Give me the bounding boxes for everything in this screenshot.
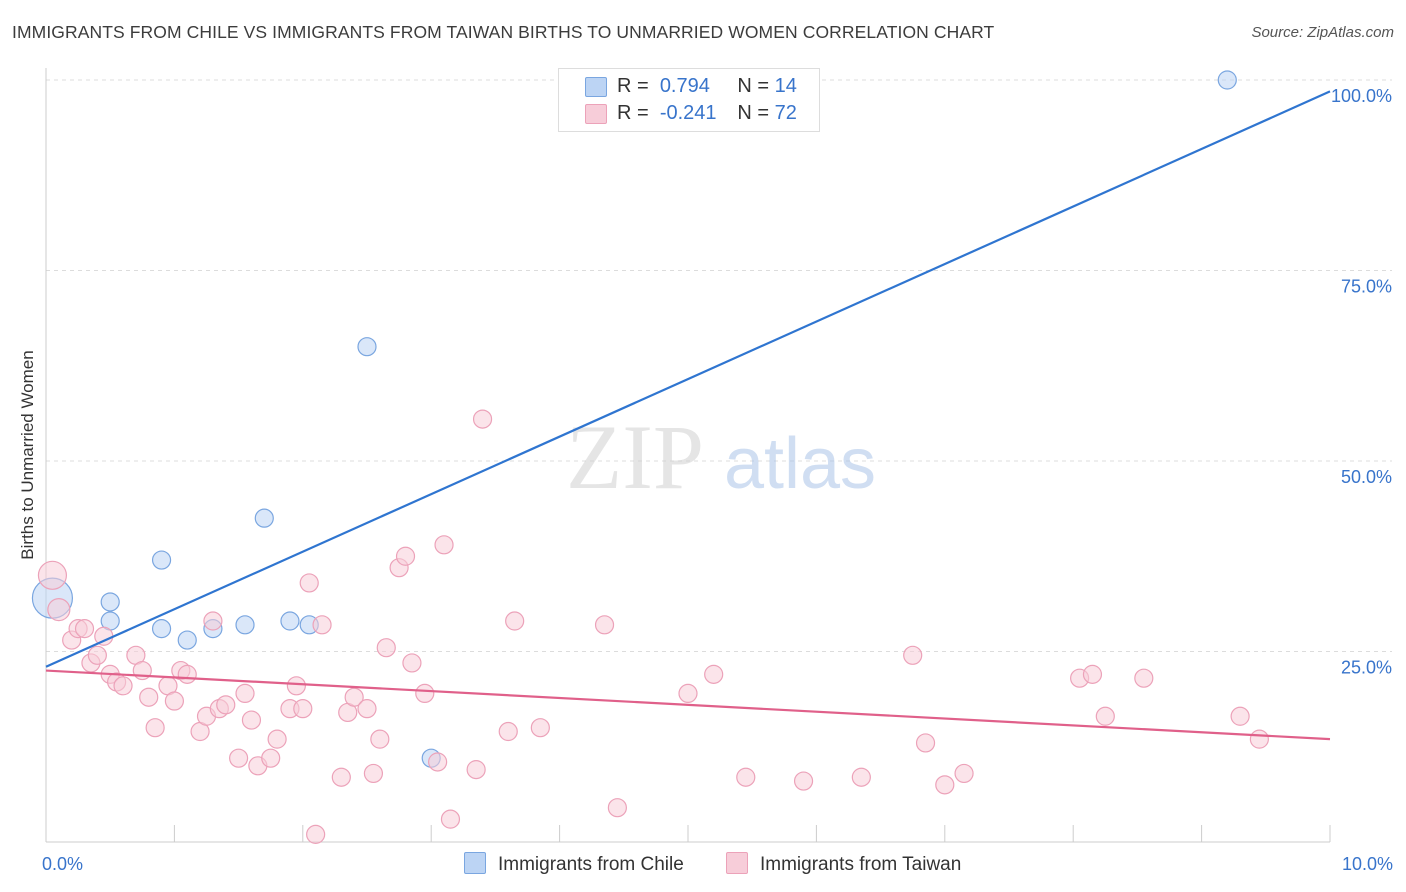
taiwan-point-35 (312, 615, 332, 635)
taiwan-point-34 (306, 824, 326, 844)
chile-trend-line (45, 90, 1331, 668)
watermark-atlas: atlas (724, 424, 876, 504)
axes (45, 68, 1331, 843)
taiwan-point-50 (466, 760, 486, 780)
taiwan-point-25 (235, 683, 255, 704)
taiwan-point-45 (402, 653, 422, 673)
taiwan-swatch (585, 104, 607, 124)
taiwan-point-60 (793, 771, 814, 791)
taiwan-point-36 (331, 767, 351, 787)
taiwan-point-10 (113, 676, 133, 696)
taiwan-point-54 (530, 718, 550, 738)
chart-title: IMMIGRANTS FROM CHILE VS IMMIGRANTS FROM… (12, 22, 995, 42)
taiwan-point-31 (286, 676, 306, 696)
x-tick-label-min: 0.0% (42, 854, 83, 874)
legend-label-taiwan: Immigrants from Taiwan (760, 854, 962, 875)
taiwan-point-67 (1082, 664, 1103, 684)
taiwan-point-55 (594, 615, 615, 635)
taiwan-point-41 (370, 729, 390, 749)
taiwan-point-51 (472, 409, 493, 429)
chile-point-2 (100, 592, 120, 612)
stats-text-taiwan: R = -0.241 N = 72 (617, 102, 797, 124)
taiwan-point-13 (139, 687, 159, 707)
taiwan-point-14 (145, 718, 165, 738)
taiwan-point-24 (229, 748, 249, 768)
gridlines (46, 79, 1392, 652)
taiwan-point-52 (498, 721, 518, 742)
taiwan-trend-line (45, 669, 1331, 741)
taiwan-point-1 (47, 597, 71, 622)
taiwan-point-44 (395, 546, 416, 566)
chile-point-13 (1217, 70, 1237, 90)
taiwan-point-42 (376, 638, 396, 658)
taiwan-point-33 (299, 573, 319, 593)
taiwan-point-47 (428, 752, 448, 772)
taiwan-point-57 (678, 683, 698, 704)
legend-swatch-taiwan (726, 852, 748, 874)
taiwan-point-29 (267, 729, 287, 749)
chile-point-7 (235, 615, 255, 635)
stats-text-chile: R = 0.794 N = 14 (617, 75, 797, 97)
taiwan-point-61 (851, 767, 871, 787)
taiwan-point-21 (203, 611, 223, 631)
taiwan-point-18 (177, 664, 197, 684)
taiwan-point-62 (903, 645, 923, 665)
taiwan-point-71 (1249, 729, 1269, 749)
taiwan-point-58 (704, 664, 724, 684)
taiwan-point-59 (736, 767, 756, 787)
taiwan-point-46 (415, 683, 435, 704)
chile-point-11 (357, 337, 377, 357)
stats-legend: R = 0.794 N = 14 R = -0.241 N = 72 (558, 68, 820, 132)
taiwan-point-4 (74, 619, 95, 639)
taiwan-point-28 (261, 748, 281, 768)
taiwan-point-64 (935, 775, 955, 795)
taiwan-point-63 (915, 733, 936, 753)
source-label: Source: ZipAtlas.com (1251, 24, 1394, 41)
chile-point-5 (177, 630, 197, 650)
y-tick-label-100: 100.0% (1331, 86, 1392, 106)
taiwan-point-68 (1095, 706, 1115, 726)
legend-swatch-chile (464, 852, 486, 874)
taiwan-point-69 (1134, 668, 1154, 688)
trend-lines (45, 90, 1331, 741)
taiwan-point-70 (1230, 706, 1250, 726)
taiwan-point-38 (344, 687, 364, 707)
taiwan-point-49 (440, 809, 461, 829)
taiwan-point-39 (357, 699, 377, 719)
data-points (31, 70, 1269, 844)
y-tick-label-75: 75.0% (1341, 277, 1392, 297)
y-tick-label-50: 50.0% (1341, 467, 1392, 487)
chile-point-3 (151, 550, 172, 570)
chile-point-4 (151, 619, 172, 639)
taiwan-point-16 (164, 691, 184, 711)
taiwan-point-23 (216, 695, 236, 715)
tick-labels: 25.0% 50.0% 75.0% 100.0% 0.0% 10.0% (42, 86, 1393, 874)
x-tick-label-max: 10.0% (1342, 854, 1393, 874)
chile-point-9 (280, 611, 300, 631)
taiwan-point-48 (434, 535, 454, 555)
legend-item-chile[interactable]: Immigrants from Chile (464, 852, 684, 876)
legend-label-chile: Immigrants from Chile (498, 854, 684, 875)
chile-point-8 (254, 508, 274, 528)
taiwan-point-0 (37, 560, 68, 590)
chile-swatch (585, 77, 607, 97)
taiwan-point-40 (363, 763, 384, 784)
taiwan-point-53 (505, 611, 525, 631)
taiwan-point-26 (241, 710, 262, 730)
watermark-zip: ZIP (566, 406, 704, 508)
taiwan-point-32 (293, 699, 313, 719)
taiwan-point-56 (607, 798, 627, 818)
taiwan-point-6 (87, 645, 107, 665)
taiwan-point-65 (954, 763, 974, 784)
y-tick-label-25: 25.0% (1341, 658, 1392, 678)
legend-item-taiwan[interactable]: Immigrants from Taiwan (726, 852, 961, 876)
